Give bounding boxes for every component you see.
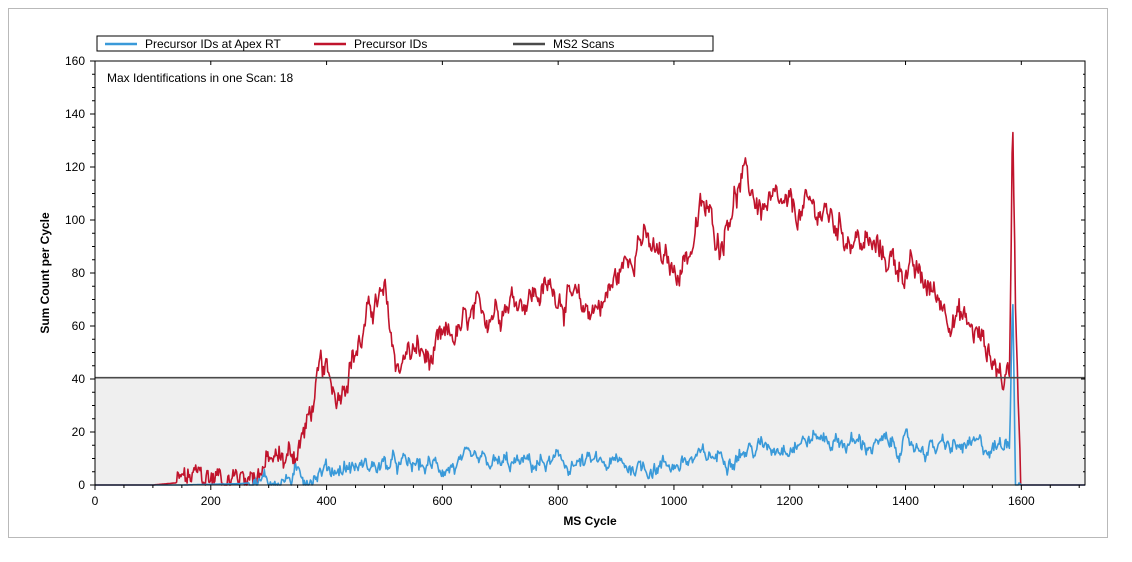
max-identifications-annotation: Max Identifications in one Scan: 18 [107,71,293,85]
x-tick-label: 0 [92,494,99,508]
series-precursor-ids-line [95,131,1085,486]
x-tick-label: 600 [432,494,452,508]
y-tick-label: 120 [65,160,85,174]
x-tick-label: 800 [548,494,568,508]
chart-frame: 0 200 400 600 800 1000 1200 1400 1600 0 20 40 60 80 10… [8,8,1108,538]
y-tick-label: 100 [65,213,85,227]
y-tick-label: 80 [72,266,86,280]
y-tick-label: 60 [72,319,86,333]
series-precursor-ids-apex-line [95,303,1085,486]
legend-box [96,35,714,52]
x-tick-label: 1600 [1008,494,1035,508]
chart-svg: 0 200 400 600 800 1000 1200 1400 1600 0 20 40 60 80 10… [38,35,1086,528]
x-tick-label: 1200 [776,494,803,508]
x-tick-label: 400 [317,494,337,508]
ms2-shaded-area [95,377,1085,485]
x-tick-label: 1400 [892,494,919,508]
legend-item-ms2-label: MS2 Scans [553,37,614,51]
legend-item-apex-label: Precursor IDs at Apex RT [145,37,281,51]
y-axis-title: Sum Count per Cycle [38,212,52,334]
y-tick-label: 140 [65,107,85,121]
x-tick-label: 200 [201,494,221,508]
y-tick-label: 160 [65,54,85,68]
x-axis-title: MS Cycle [563,514,617,528]
y-tick-label: 0 [78,478,85,492]
y-tick-label: 20 [72,425,86,439]
y-tick-label: 40 [72,372,86,386]
legend-item-precursor-label: Precursor IDs [354,37,427,51]
x-tick-label: 1000 [661,494,688,508]
